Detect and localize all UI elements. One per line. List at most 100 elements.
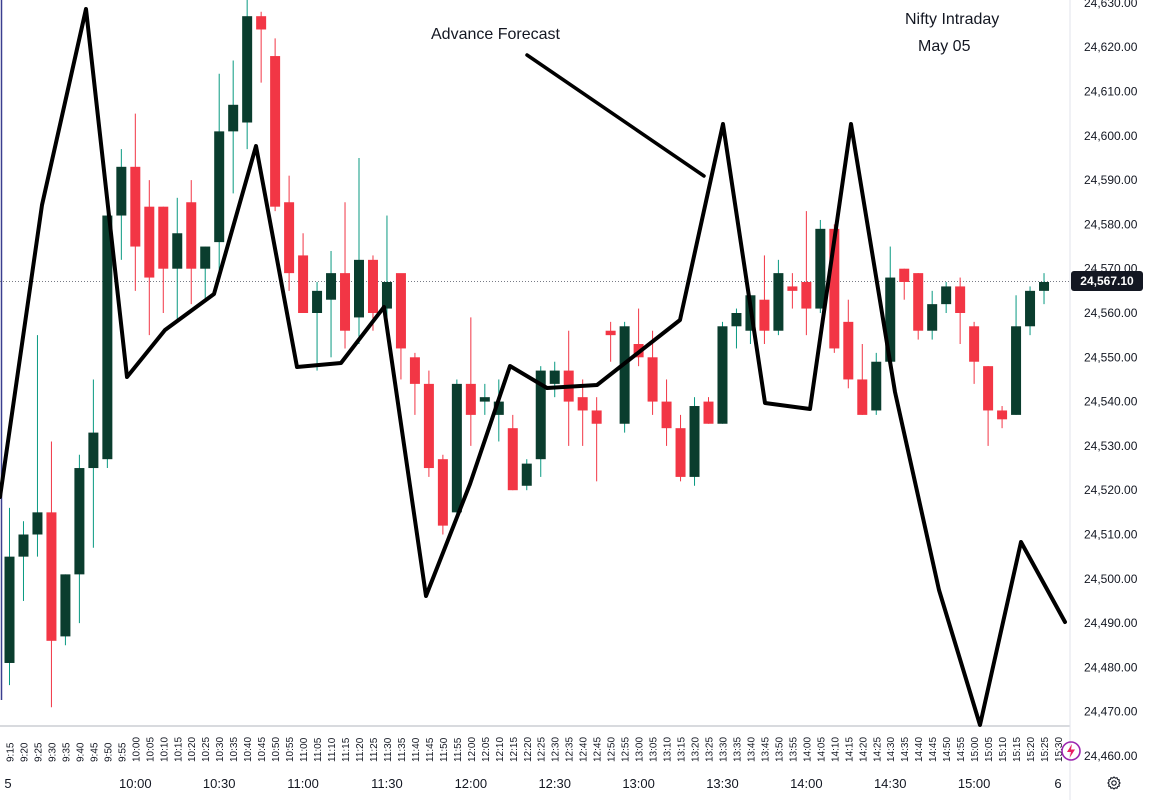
x-tick-label-minor: 11:00 xyxy=(299,737,310,762)
candle-body xyxy=(1025,290,1036,327)
candle-body xyxy=(605,330,616,336)
candle-body xyxy=(619,326,630,424)
x-tick-label-minor: 10:30 xyxy=(215,737,226,762)
x-tick-label-minor: 15:15 xyxy=(1012,737,1023,762)
candle-body xyxy=(298,255,309,313)
candle-body xyxy=(74,468,85,575)
x-tick-label-minor: 14:50 xyxy=(942,737,953,762)
x-tick-label-minor: 11:50 xyxy=(439,737,450,762)
candle-body xyxy=(312,290,323,313)
x-tick-label-major: 11:30 xyxy=(371,776,403,791)
x-tick-label-minor: 10:00 xyxy=(131,737,142,762)
candle-body xyxy=(759,299,770,331)
y-tick-label: 24,490.00 xyxy=(1084,616,1138,630)
y-tick-label: 24,530.00 xyxy=(1084,439,1138,453)
candle-body xyxy=(116,166,127,216)
x-tick-label-minor: 12:55 xyxy=(621,737,632,762)
x-tick-label-major: 15:00 xyxy=(958,776,991,791)
x-tick-label-minor: 12:40 xyxy=(579,737,590,762)
candle-body xyxy=(717,326,728,424)
y-tick-label: 24,470.00 xyxy=(1084,705,1138,719)
candle-body xyxy=(899,268,910,282)
candle-body xyxy=(997,410,1008,420)
candle-body xyxy=(857,379,868,415)
x-tick-label-major: 6 xyxy=(1054,776,1061,791)
candle-body xyxy=(871,361,882,411)
candle-body xyxy=(647,357,658,402)
x-tick-label-minor: 10:20 xyxy=(187,737,198,762)
x-tick-label-minor: 11:45 xyxy=(425,737,436,762)
candle-body xyxy=(773,273,784,331)
x-tick-label-minor: 10:40 xyxy=(243,737,254,762)
x-tick-label-major: 10:30 xyxy=(203,776,236,791)
x-tick-label-minor: 15:30 xyxy=(1054,737,1065,762)
x-tick-label-major: 12:00 xyxy=(455,776,488,791)
x-tick-label-minor: 13:35 xyxy=(732,737,743,762)
x-tick-label-minor: 15:05 xyxy=(984,737,995,762)
candle-body xyxy=(340,273,351,331)
x-tick-label-minor: 11:35 xyxy=(397,737,408,762)
x-tick-label-minor: 13:30 xyxy=(718,737,729,762)
x-tick-label-major: 5 xyxy=(4,776,11,791)
candle-body xyxy=(689,406,700,477)
candle-body xyxy=(675,428,686,477)
x-tick-label-major: 12:30 xyxy=(538,776,571,791)
gear-icon[interactable] xyxy=(1106,775,1122,791)
candle-body xyxy=(521,463,532,486)
x-tick-label-minor: 15:00 xyxy=(970,737,981,762)
x-tick-label-minor: 14:15 xyxy=(844,737,855,762)
y-tick-label: 24,510.00 xyxy=(1084,528,1138,542)
candle-body xyxy=(577,397,588,411)
candle-body xyxy=(242,16,253,123)
lightning-icon[interactable] xyxy=(1060,740,1082,762)
candle-body xyxy=(955,286,966,313)
x-tick-label-minor: 12:00 xyxy=(467,737,478,762)
x-tick-label-minor: 9:30 xyxy=(47,742,58,762)
candle-body xyxy=(801,281,812,309)
candle-body xyxy=(18,534,29,557)
x-tick-label-minor: 13:50 xyxy=(774,737,785,762)
x-tick-label-minor: 10:05 xyxy=(145,737,156,762)
x-tick-label-major: 13:30 xyxy=(706,776,739,791)
candle-body xyxy=(437,459,448,526)
x-tick-label-minor: 10:35 xyxy=(229,737,240,762)
candle-body xyxy=(535,370,546,460)
x-tick-label-minor: 10:55 xyxy=(285,737,296,762)
candle-body xyxy=(409,357,420,384)
chart-date-annotation: May 05 xyxy=(918,38,971,55)
candle-body xyxy=(228,104,239,132)
x-tick-label-minor: 14:35 xyxy=(900,737,911,762)
y-tick-label: 24,610.00 xyxy=(1084,85,1138,99)
x-tick-label-minor: 11:40 xyxy=(411,737,422,762)
y-tick-label: 24,630.00 xyxy=(1084,0,1138,10)
x-tick-label-minor: 12:20 xyxy=(523,737,534,762)
candle-body xyxy=(493,401,504,415)
y-tick-label: 24,550.00 xyxy=(1084,350,1138,364)
x-tick-label-minor: 13:10 xyxy=(663,737,674,762)
x-tick-label-minor: 9:45 xyxy=(89,742,100,762)
x-tick-label-minor: 13:15 xyxy=(677,737,688,762)
x-tick-label-minor: 12:35 xyxy=(565,737,576,762)
y-tick-label: 24,520.00 xyxy=(1084,483,1138,497)
candle-body xyxy=(423,383,434,469)
x-tick-label-major: 14:00 xyxy=(790,776,823,791)
x-tick-label-minor: 14:40 xyxy=(914,737,925,762)
candle-body xyxy=(270,56,281,207)
x-tick-label-minor: 13:55 xyxy=(788,737,799,762)
x-tick-label-minor: 10:10 xyxy=(159,737,170,762)
y-tick-label: 24,620.00 xyxy=(1084,40,1138,54)
x-tick-label-minor: 11:20 xyxy=(355,737,366,762)
candle-body xyxy=(88,432,99,469)
x-tick-label-minor: 13:05 xyxy=(649,737,660,762)
candle-body xyxy=(214,131,225,243)
x-tick-label-minor: 9:50 xyxy=(103,742,114,762)
x-tick-label-minor: 9:20 xyxy=(19,742,30,762)
candle-body xyxy=(941,286,952,305)
candle-body xyxy=(354,259,364,318)
x-tick-label-minor: 9:15 xyxy=(6,742,17,762)
y-tick-label: 24,590.00 xyxy=(1084,173,1138,187)
x-tick-label-minor: 11:10 xyxy=(327,737,338,762)
candle-body xyxy=(843,321,854,380)
forecast-line xyxy=(0,7,1067,727)
